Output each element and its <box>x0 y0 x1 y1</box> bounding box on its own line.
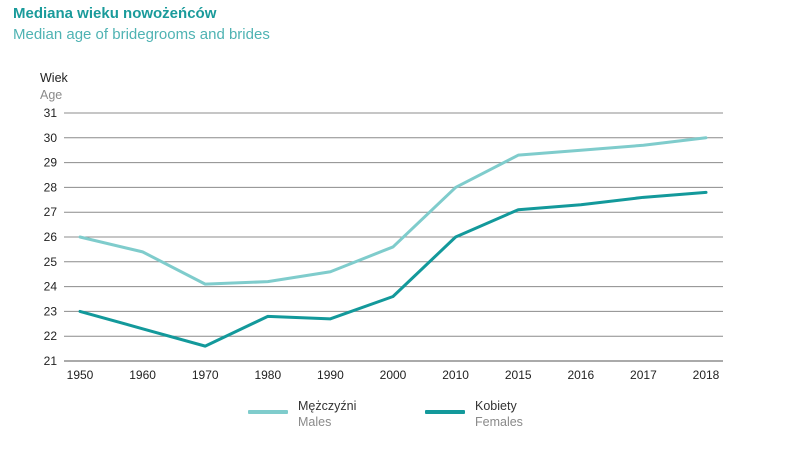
legend-item-males: Mężczyźni Males <box>248 398 356 430</box>
y-axis-label-en: Age <box>40 88 62 102</box>
y-tick-label: 23 <box>44 304 58 318</box>
y-tick-label: 31 <box>44 106 58 120</box>
legend-label-females: Kobiety <box>475 399 517 413</box>
x-tick-label: 1980 <box>254 368 281 382</box>
x-tick-label: 2018 <box>693 368 720 382</box>
x-tick-label: 2016 <box>567 368 594 382</box>
y-tick-label: 21 <box>44 354 58 368</box>
legend-sublabel-males: Males <box>298 415 332 429</box>
legend-swatch-males <box>248 410 288 414</box>
x-tick-label: 2010 <box>442 368 469 382</box>
chart-title: Mediana wieku nowożeńców <box>13 5 217 22</box>
x-tick-label: 2017 <box>630 368 657 382</box>
legend-label-males: Mężczyźni <box>298 399 357 413</box>
x-tick-label: 1970 <box>192 368 219 382</box>
x-tick-label: 1960 <box>129 368 156 382</box>
x-tick-label: 1990 <box>317 368 344 382</box>
legend-sublabel-females: Females <box>475 415 523 429</box>
y-tick-label: 30 <box>44 131 58 145</box>
y-tick-label: 27 <box>44 205 58 219</box>
y-tick-label: 25 <box>44 255 58 269</box>
y-tick-label: 29 <box>44 156 58 170</box>
y-axis-label: Wiek <box>40 71 69 85</box>
x-tick-label: 1950 <box>67 368 94 382</box>
legend-item-females: Kobiety Females <box>425 398 523 430</box>
chart-subtitle: Median age of bridegrooms and brides <box>13 26 270 43</box>
y-tick-label: 28 <box>44 180 58 194</box>
y-tick-label: 22 <box>44 329 58 343</box>
legend-swatch-females <box>425 410 465 414</box>
x-tick-label: 2015 <box>505 368 532 382</box>
y-tick-label: 26 <box>44 230 58 244</box>
y-tick-label: 24 <box>44 280 58 294</box>
x-tick-label: 2000 <box>380 368 407 382</box>
